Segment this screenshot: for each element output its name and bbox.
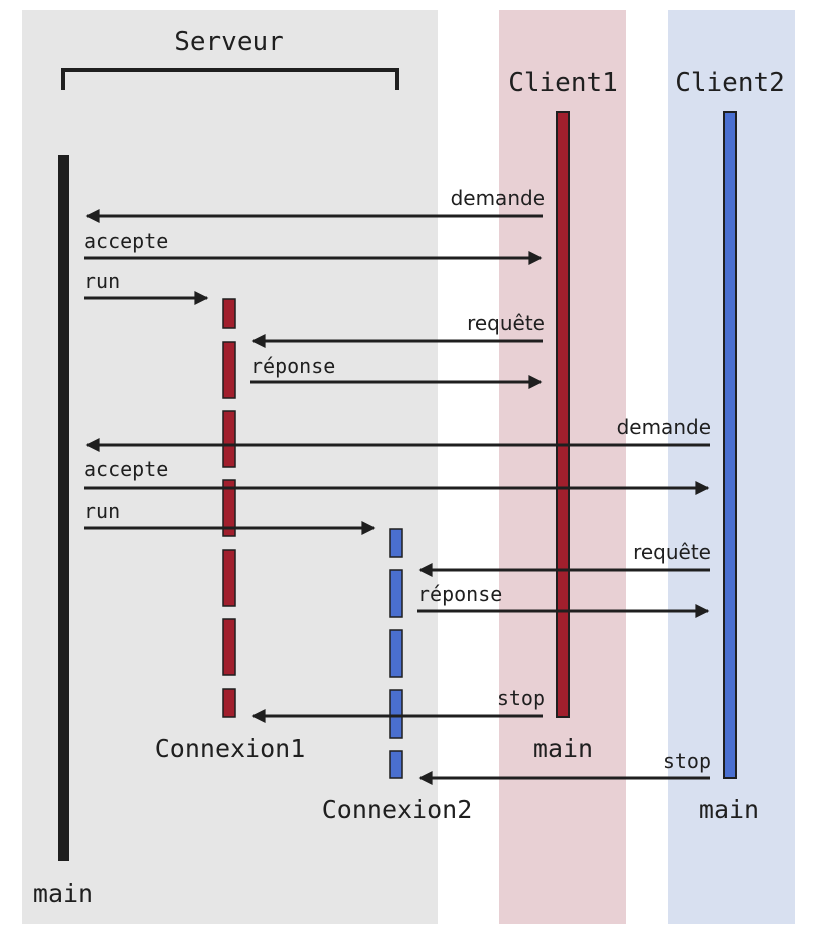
connexion2-segment [389, 528, 403, 558]
connexion2-segment [389, 569, 403, 618]
client2-main-label: main [699, 795, 759, 824]
connexion1-segment [222, 479, 236, 537]
client2-title: Client2 [675, 68, 785, 98]
server-bracket [61, 68, 399, 90]
connexion1-segment [222, 688, 236, 718]
demande-2-label: demande [617, 415, 711, 439]
client1-main-lifeline [556, 111, 570, 718]
requete-1-label: requête [467, 311, 545, 335]
connexion2-lifeline [389, 528, 403, 779]
accepte-2-label: accepte [84, 457, 168, 481]
client1-main-label: main [533, 734, 593, 763]
connexion1-segment [222, 298, 236, 329]
server-main-label: main [33, 879, 93, 908]
connexion2-segment [389, 750, 403, 779]
requete-2-label: requête [633, 540, 711, 564]
accepte-1-label: accepte [84, 229, 168, 253]
connexion2-segment [389, 689, 403, 739]
connexion1-label: Connexion1 [155, 734, 306, 763]
connexion1-segment [222, 410, 236, 468]
client1-title: Client1 [508, 68, 618, 98]
stop-1-label: stop [497, 686, 545, 710]
connexion2-label: Connexion2 [322, 795, 473, 824]
run-2-label: run [84, 499, 120, 523]
connexion1-segment [222, 618, 236, 676]
client2-main-lifeline [723, 111, 737, 779]
stop-2-label: stop [663, 749, 711, 773]
connexion2-segment [389, 629, 403, 678]
reponse-2-label: réponse [418, 582, 502, 606]
demande-1-label: demande [451, 186, 545, 210]
connexion1-lifeline [222, 298, 236, 718]
server-main-lifeline [58, 155, 69, 861]
reponse-1-label: réponse [251, 354, 335, 378]
connexion1-segment [222, 549, 236, 607]
server-title: Serveur [174, 27, 284, 57]
connexion1-segment [222, 341, 236, 399]
run-1-label: run [84, 269, 120, 293]
